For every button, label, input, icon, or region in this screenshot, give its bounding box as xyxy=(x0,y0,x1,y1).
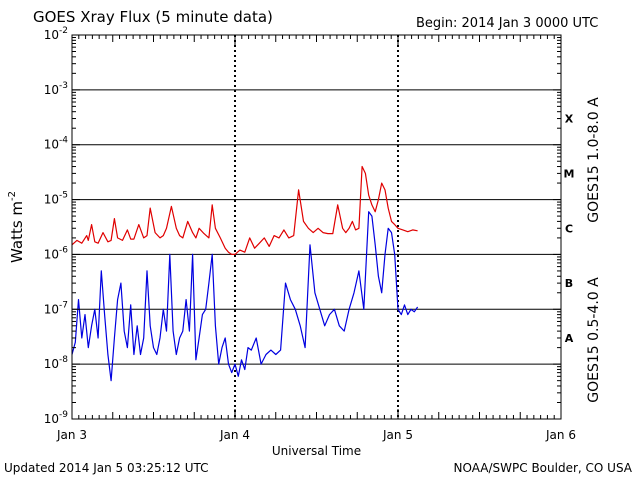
axis-ticks xyxy=(71,34,562,420)
x-tick-label: Jan 5 xyxy=(382,428,413,442)
y-tick-label: 10-7 xyxy=(44,300,68,316)
credit-label: NOAA/SWPC Boulder, CO USA xyxy=(453,461,632,475)
y-tick-label: 10-2 xyxy=(44,26,68,42)
series-line xyxy=(71,211,419,382)
flare-class-label: C xyxy=(565,222,573,235)
chart-title: GOES Xray Flux (5 minute data) xyxy=(33,8,273,26)
x-tick-label: Jan 4 xyxy=(219,428,250,442)
y-tick-label: 10-4 xyxy=(44,136,69,152)
gridlines xyxy=(72,35,561,419)
y-axis-title: Watts m-2 xyxy=(7,191,26,263)
flare-class-label: M xyxy=(564,167,575,180)
y-tick-label: 10-6 xyxy=(44,245,69,261)
plot-frame xyxy=(71,34,562,420)
begin-time-label: Begin: 2014 Jan 3 0000 UTC xyxy=(416,16,599,31)
x-tick-label: Jan 3 xyxy=(56,428,87,442)
flare-class-label: A xyxy=(565,332,574,345)
x-tick-label: Jan 6 xyxy=(545,428,576,442)
y-tick-label: 10-9 xyxy=(44,410,69,426)
y-tick-label: 10-5 xyxy=(44,191,68,207)
axis-labels: 10-9 10-8 10-7 10-6 10-5 10-4 10-3 10-2 Jan 3 Jan… xyxy=(7,26,602,458)
y-tick-label: 10-3 xyxy=(44,81,68,97)
series-lines xyxy=(71,165,419,382)
flare-class-label: X xyxy=(565,113,574,126)
updated-timestamp: Updated 2014 Jan 5 03:25:12 UTC xyxy=(4,461,209,475)
legend-series-label: GOES15 0.5-4.0 A xyxy=(586,277,602,403)
series-line xyxy=(71,165,418,255)
legend-series-label: GOES15 1.0-8.0 A xyxy=(586,97,602,223)
x-axis-title: Universal Time xyxy=(272,444,361,458)
flare-class-label: B xyxy=(565,277,573,290)
y-tick-label: 10-8 xyxy=(44,355,69,371)
